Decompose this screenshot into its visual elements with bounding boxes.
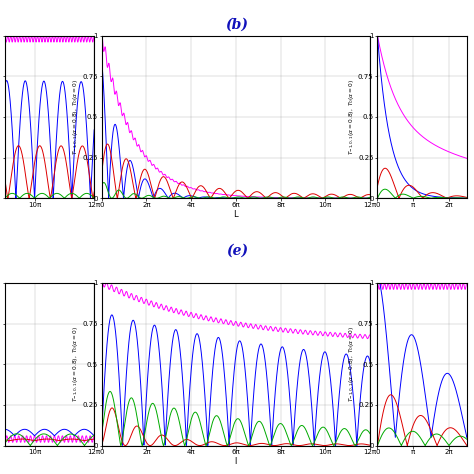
- X-axis label: l: l: [235, 457, 237, 466]
- Y-axis label: $T_{-1,0,1}(\alpha{=}0.8),\ T_0(\alpha{=}0)$: $T_{-1,0,1}(\alpha{=}0.8),\ T_0(\alpha{=…: [72, 326, 80, 402]
- Y-axis label: $T_{-1,0,1}(\alpha{=}0.8),\ T_0(\alpha{=}0)$: $T_{-1,0,1}(\alpha{=}0.8),\ T_0(\alpha{=…: [72, 79, 80, 155]
- Text: (b): (b): [226, 18, 248, 32]
- Y-axis label: $T_{-1,0,1}(\alpha{=}0.8),\ T_0(\alpha{=}0)$: $T_{-1,0,1}(\alpha{=}0.8),\ T_0(\alpha{=…: [347, 79, 356, 155]
- Text: (e): (e): [226, 244, 248, 258]
- X-axis label: L: L: [234, 210, 238, 219]
- Y-axis label: $T_{-1,0,1}(\alpha{=}0.8),\ T_0(\alpha{=}0)$: $T_{-1,0,1}(\alpha{=}0.8),\ T_0(\alpha{=…: [347, 326, 356, 402]
